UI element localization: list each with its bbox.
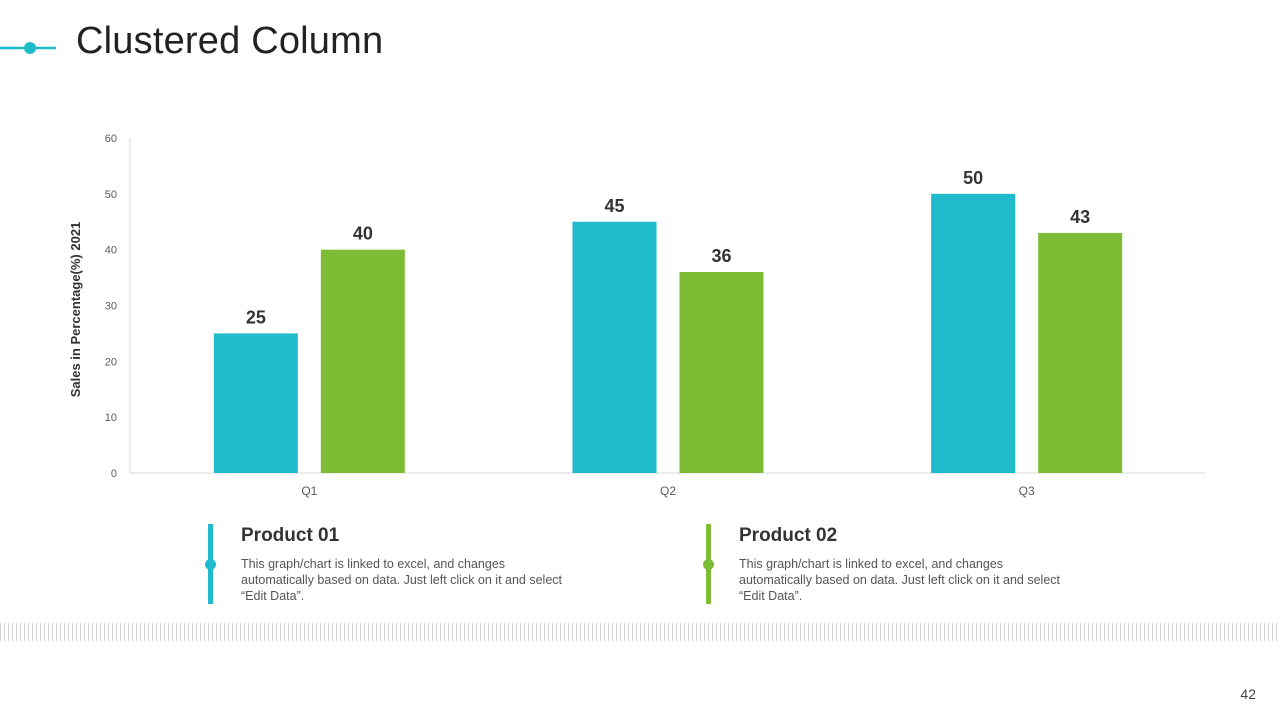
data-label: 40	[353, 224, 373, 244]
x-tick-label: Q2	[660, 484, 676, 498]
y-tick-label: 20	[105, 356, 117, 368]
y-tick-label: 60	[105, 133, 117, 145]
data-label: 25	[246, 307, 266, 327]
bar	[931, 193, 1016, 474]
bar	[679, 272, 764, 473]
legend-name-product-01: Product 01	[241, 525, 340, 546]
legend-name-product-02: Product 02	[739, 525, 838, 546]
bar	[213, 333, 298, 473]
data-label: 36	[711, 246, 731, 266]
decorative-stripe	[0, 623, 1280, 641]
y-tick-label: 30	[105, 301, 117, 313]
title-connector-icon	[0, 42, 56, 54]
y-tick-label: 50	[105, 189, 117, 201]
x-tick-label: Q3	[1019, 484, 1035, 498]
x-tick-label: Q1	[301, 484, 317, 498]
bar	[1038, 232, 1123, 473]
y-tick-label: 0	[111, 468, 117, 480]
y-tick-label: 40	[105, 245, 117, 257]
legend-description-product-02: This graph/chart is linked to excel, and…	[739, 557, 1061, 603]
legend-dot-icon	[205, 559, 216, 570]
data-label: 50	[963, 168, 983, 188]
y-tick-label: 10	[105, 412, 117, 424]
legend-description-product-01: This graph/chart is linked to excel, and…	[241, 557, 563, 603]
data-label: 45	[604, 196, 624, 216]
bar	[572, 221, 657, 473]
bar	[320, 249, 405, 473]
y-axis-label: Sales in Percentage(%) 2021	[68, 222, 83, 398]
clustered-column-chart: 0 10 20 30 40 50 60 Sales in Percentage(%) 2021…	[68, 133, 1206, 498]
page-title: Clustered Column	[76, 20, 384, 62]
legend-dot-icon	[703, 559, 714, 570]
legend-product-01: Product 01 This graph/chart is linked to…	[205, 524, 568, 606]
legend-product-02: Product 02 This graph/chart is linked to…	[703, 524, 1066, 606]
data-label: 43	[1070, 207, 1090, 227]
page-number: 42	[1240, 686, 1256, 702]
